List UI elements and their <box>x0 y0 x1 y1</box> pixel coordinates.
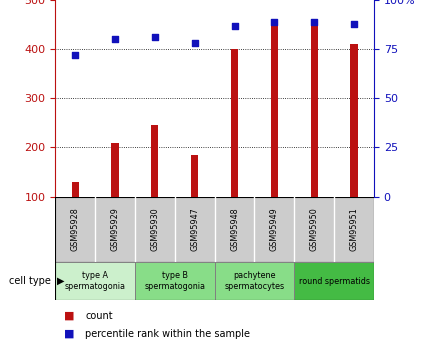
Point <box>151 34 158 40</box>
Text: GSM95930: GSM95930 <box>150 208 159 251</box>
Point <box>271 19 278 24</box>
Text: GSM95947: GSM95947 <box>190 208 199 251</box>
Bar <box>191 155 198 246</box>
Point <box>112 37 119 42</box>
Point <box>72 52 79 58</box>
Bar <box>231 49 238 246</box>
Text: count: count <box>85 311 113 321</box>
Bar <box>55 262 135 300</box>
Bar <box>135 262 215 300</box>
Text: type B
spermatogonia: type B spermatogonia <box>144 272 205 291</box>
Text: ■: ■ <box>64 311 74 321</box>
Text: pachytene
spermatocytes: pachytene spermatocytes <box>224 272 284 291</box>
Bar <box>294 262 374 300</box>
Point <box>311 19 317 24</box>
Text: GSM95949: GSM95949 <box>270 208 279 251</box>
Text: GSM95929: GSM95929 <box>110 207 119 252</box>
Text: type A
spermatogonia: type A spermatogonia <box>65 272 126 291</box>
Text: ▶: ▶ <box>57 276 65 286</box>
Text: cell type: cell type <box>9 276 51 286</box>
Point <box>231 23 238 28</box>
Text: GSM95948: GSM95948 <box>230 208 239 251</box>
Bar <box>311 20 318 246</box>
Point <box>191 40 198 46</box>
Point <box>351 21 357 26</box>
Bar <box>215 262 294 300</box>
Bar <box>111 142 119 246</box>
Text: ■: ■ <box>64 329 74 339</box>
Text: GSM95928: GSM95928 <box>71 208 79 251</box>
Text: round spermatids: round spermatids <box>299 277 370 286</box>
Text: percentile rank within the sample: percentile rank within the sample <box>85 329 250 339</box>
Bar <box>271 20 278 246</box>
Text: GSM95950: GSM95950 <box>310 208 319 251</box>
Bar <box>151 125 159 246</box>
Bar <box>351 44 358 246</box>
Text: GSM95951: GSM95951 <box>350 208 359 251</box>
Bar <box>71 182 79 246</box>
